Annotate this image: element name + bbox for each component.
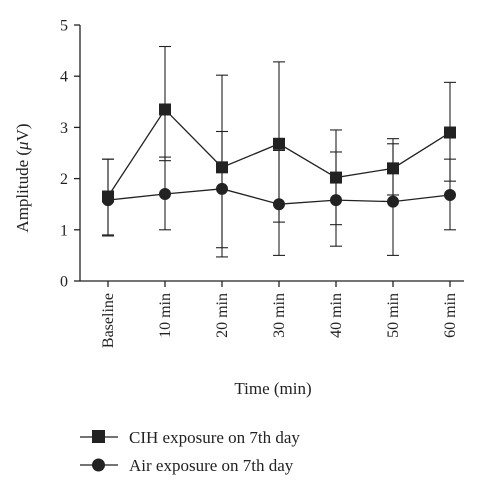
data-point-air — [216, 182, 228, 195]
legend-label-air: Air exposure on 7th day — [129, 456, 294, 475]
svg-text:Amplitude (μV): Amplitude (μV) — [13, 123, 32, 232]
y-tick-label: 2 — [60, 171, 68, 188]
x-tick-label: 30 min — [271, 293, 288, 338]
data-point-air — [273, 198, 285, 211]
legend-label-cih: CIH exposure on 7th day — [129, 428, 300, 447]
legend-marker-circle — [92, 458, 105, 472]
plot-area: 0 1 2 3 4 5 Baseline 10 min 20 min 30 min 40 min 50… — [60, 18, 464, 348]
data-point-air — [102, 194, 114, 207]
data-point-cih — [444, 126, 456, 139]
data-point-cih — [159, 103, 171, 116]
y-tick-label: 5 — [60, 18, 68, 35]
data-point-air — [330, 194, 342, 207]
legend: CIH exposure on 7th day Air exposure on … — [80, 428, 300, 475]
y-axis-title-mu: μ — [13, 141, 32, 151]
y-axis-title-text: Amplitude ( — [13, 150, 32, 233]
data-point-cih — [273, 137, 285, 150]
y-tick-label: 1 — [60, 222, 68, 239]
x-tick-label: 10 min — [157, 293, 174, 338]
x-axis-title: Time (min) — [234, 379, 311, 398]
legend-marker-square — [92, 430, 105, 443]
y-axis-title: Amplitude (μV) — [13, 123, 32, 232]
x-tick-label: 50 min — [385, 293, 402, 338]
data-point-air — [444, 188, 456, 201]
x-tick-label: 60 min — [442, 293, 459, 338]
x-tick-label: 20 min — [214, 293, 231, 338]
y-tick-label: 4 — [60, 69, 68, 86]
y-tick-label: 0 — [60, 274, 68, 291]
x-tick-label: Baseline — [100, 293, 117, 348]
data-point-air — [159, 187, 171, 200]
x-tick-label: 40 min — [328, 293, 345, 338]
data-point-air — [387, 195, 399, 208]
y-axis-title-unit: V) — [13, 123, 32, 141]
y-tick-label: 3 — [60, 120, 68, 137]
